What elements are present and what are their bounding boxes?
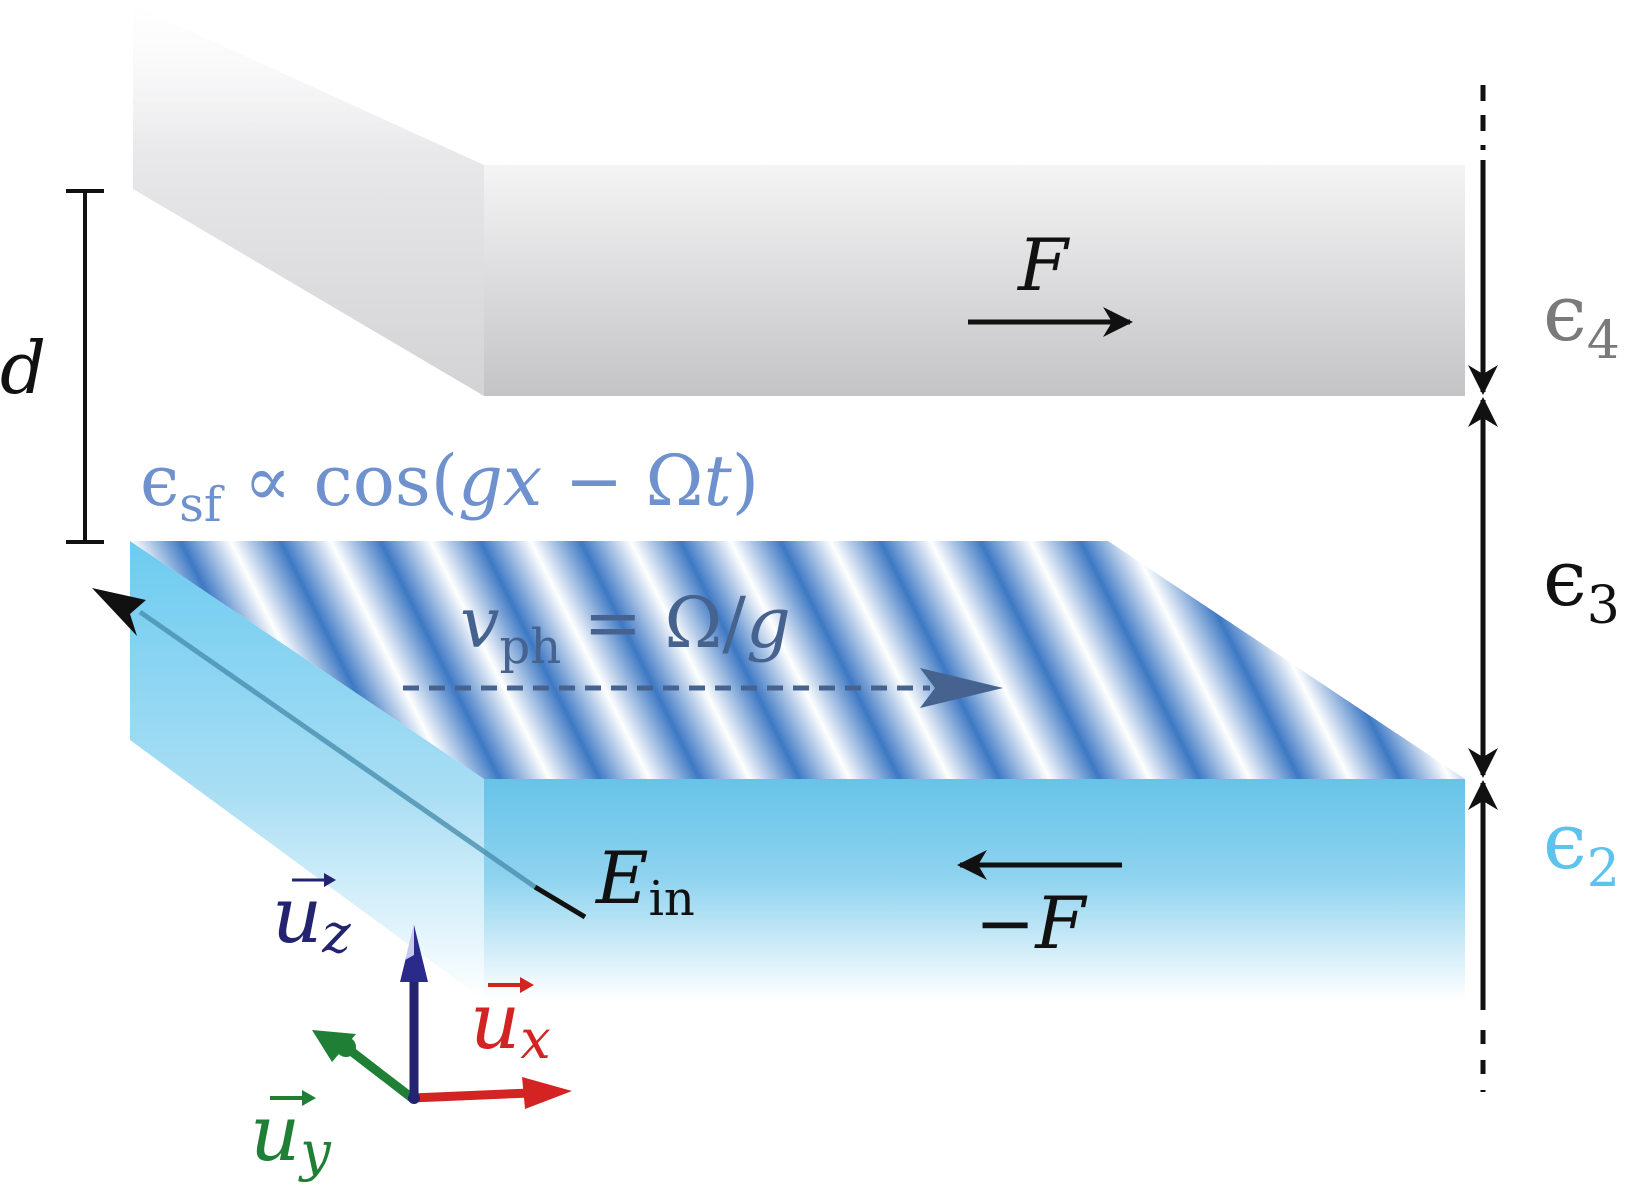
label-permittivity-modulation: ϵsf ∝ cos(gx − Ωt): [140, 440, 759, 533]
lower-slab-side-face: [130, 541, 484, 1000]
label-phase-velocity: vph = Ω/g: [460, 582, 791, 675]
svg-text:uz: uz: [272, 871, 351, 965]
lower-slab-top-face-grating: [130, 541, 1465, 779]
upper-slab: [133, 0, 1473, 396]
x-axis-arrowhead: [522, 1077, 572, 1109]
upper-slab-front-face: [484, 165, 1465, 396]
label-eps2: ϵ2: [1543, 797, 1620, 899]
label-u-y: uy: [250, 1089, 332, 1183]
label-eps4: ϵ4: [1543, 269, 1620, 371]
label-u-z: uz: [272, 871, 351, 965]
lower-slab-front-face: [484, 779, 1465, 1000]
lower-slab: [130, 541, 1465, 1000]
incident-field-line-inside: [138, 609, 537, 890]
label-d: d: [0, 326, 46, 410]
upper-slab-top-fade: [133, 0, 1473, 150]
label-eps3: ϵ3: [1543, 534, 1620, 636]
label-E-in: Ein: [594, 836, 695, 927]
phase-velocity-arrowhead: [920, 668, 1003, 708]
svg-text:ux: ux: [470, 977, 551, 1071]
gap-dimension-bar: [66, 189, 104, 544]
svg-text:uy: uy: [250, 1089, 332, 1183]
incident-field-arrowhead: [92, 588, 146, 636]
label-minus-F: −F: [975, 881, 1088, 965]
x-axis-arrow: [411, 1088, 531, 1103]
label-F: F: [1016, 223, 1071, 307]
coordinate-axes: [312, 925, 572, 1109]
incident-field-line: [533, 884, 587, 920]
label-u-x: ux: [470, 977, 551, 1071]
